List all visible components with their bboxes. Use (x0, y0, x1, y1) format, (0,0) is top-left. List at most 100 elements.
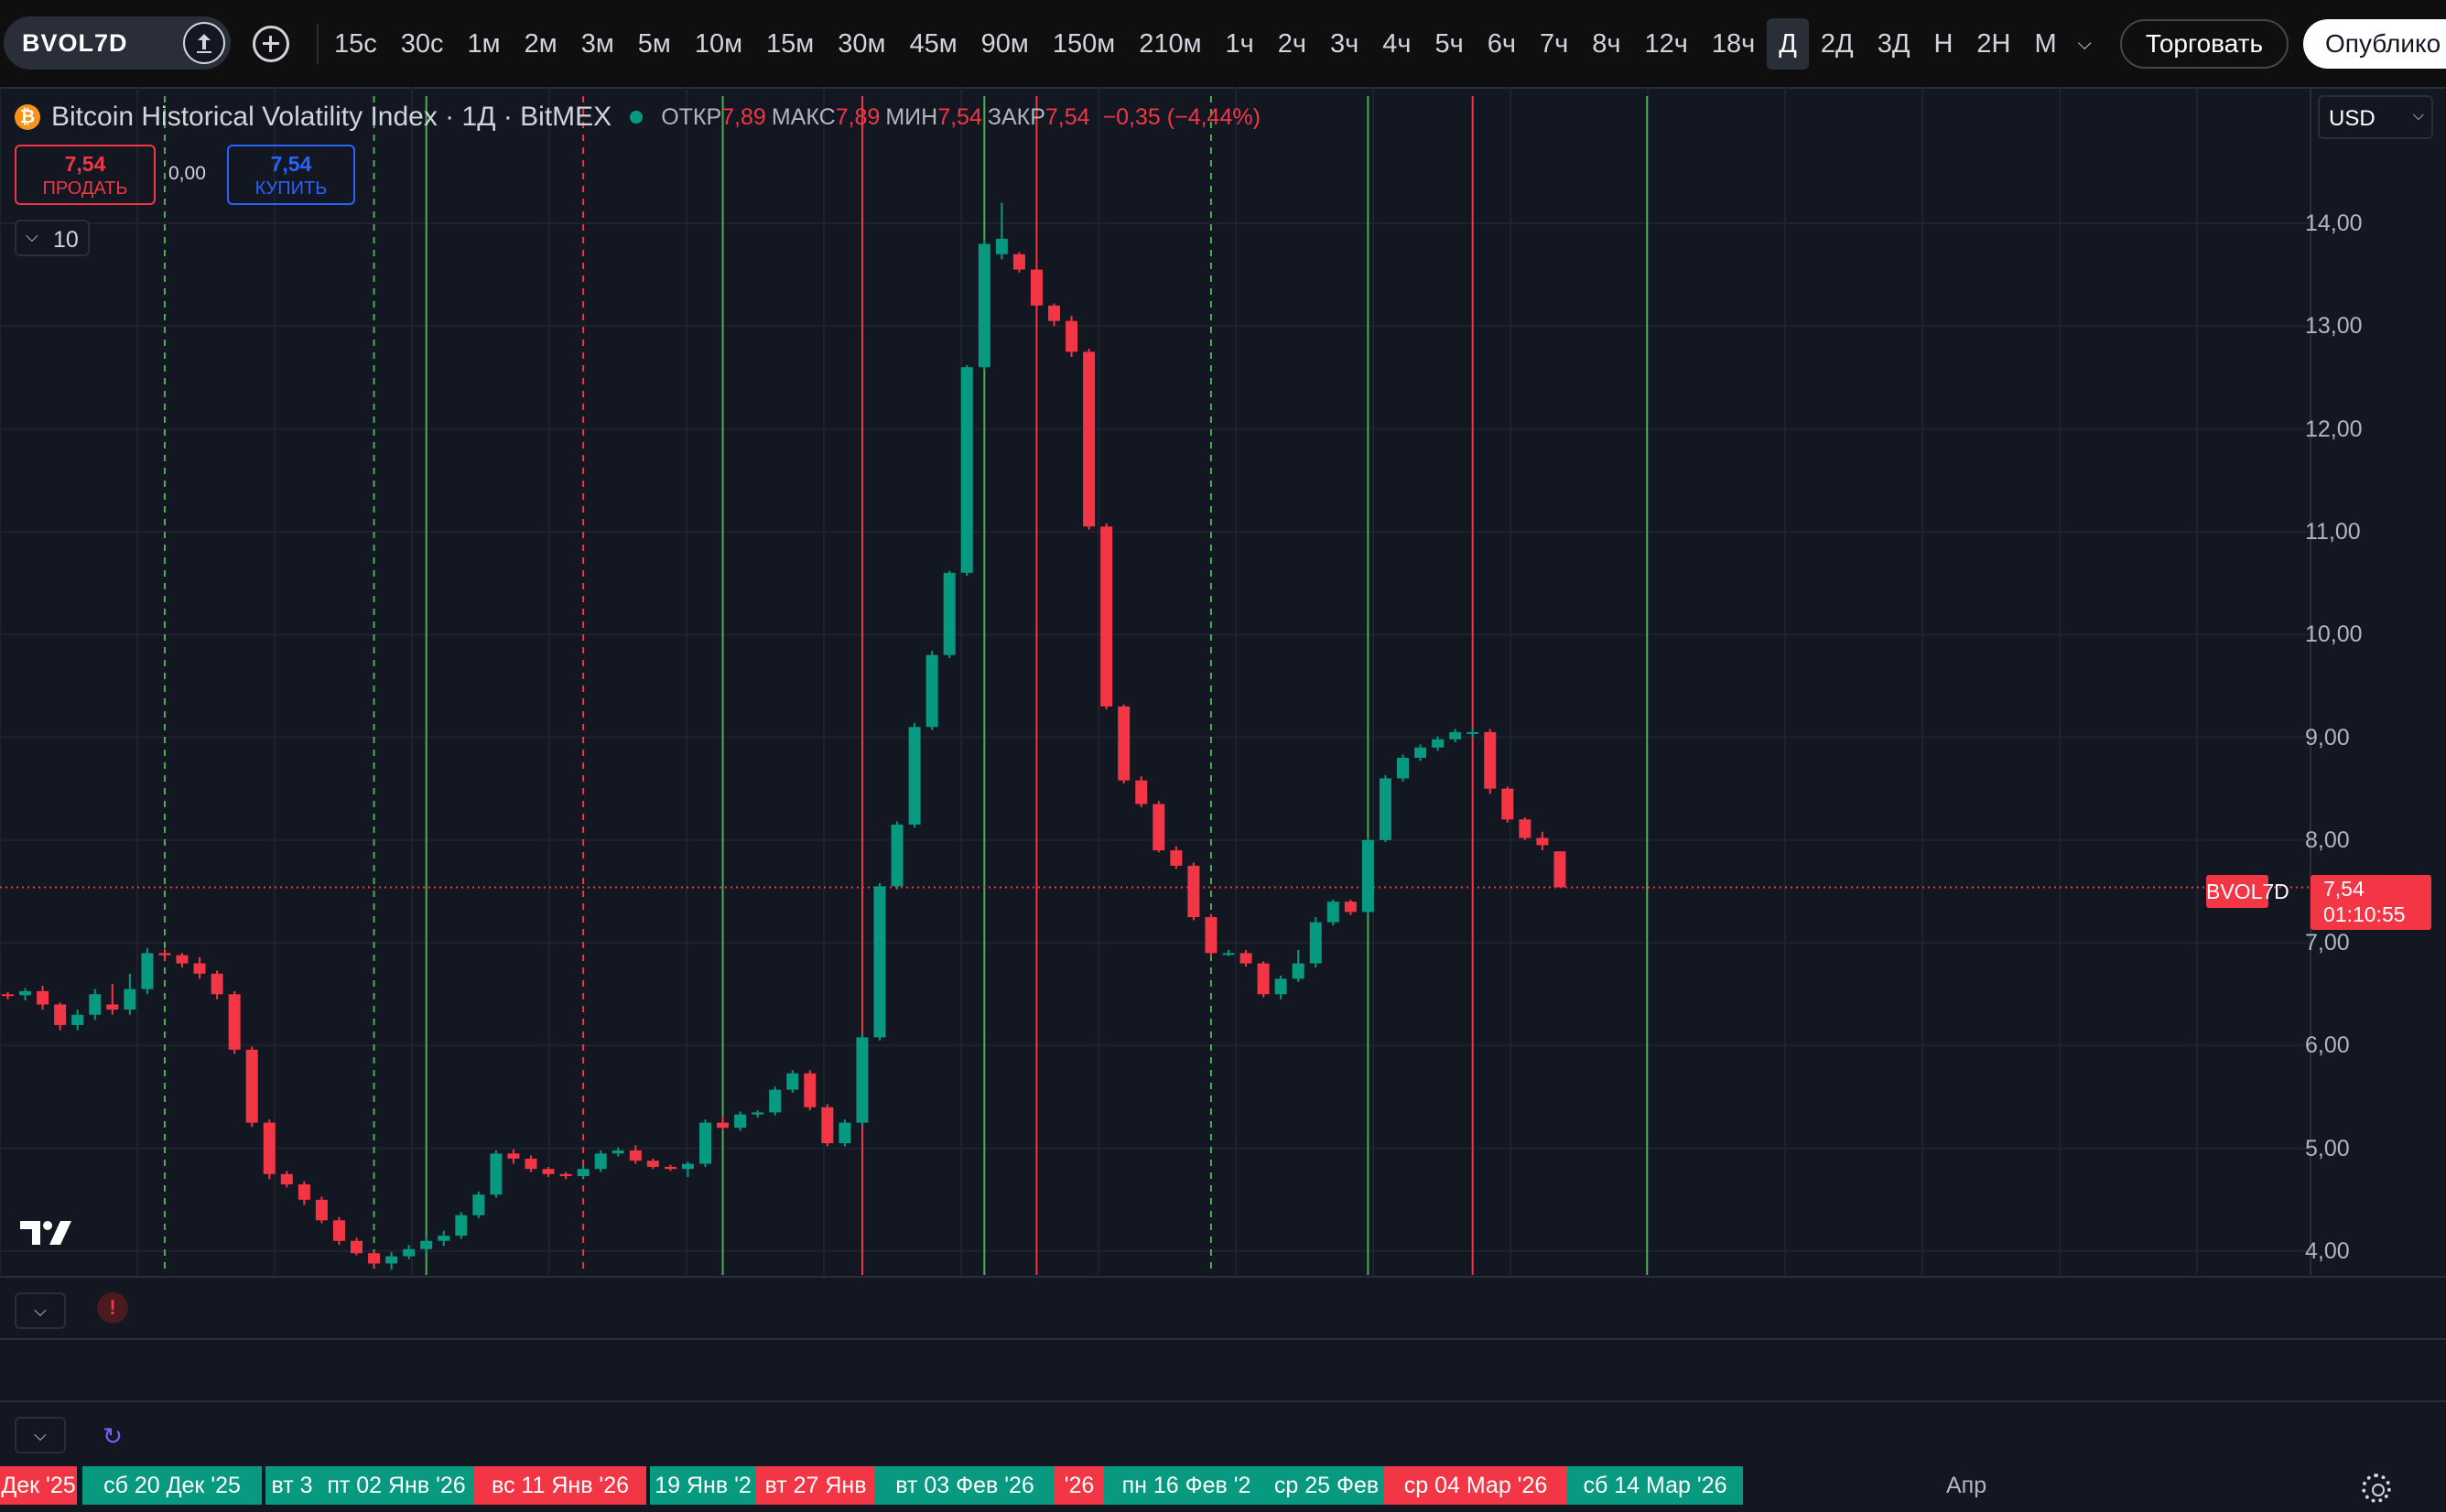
candle-body (542, 1169, 555, 1174)
interval-10[interactable]: 90м (980, 29, 1029, 59)
time-tick-label: сб 20 Дек '25 (82, 1466, 262, 1505)
interval-3[interactable]: 2м (524, 29, 557, 59)
interval-0[interactable]: 15с (334, 29, 377, 59)
close-value: 7,54 (1044, 103, 1090, 130)
gear-icon[interactable] (2362, 1474, 2391, 1503)
pane-divider[interactable] (0, 1400, 2446, 1402)
candle-body (280, 1173, 293, 1185)
legend-title[interactable]: Bitcoin Historical Volatility Index · 1Д… (51, 102, 612, 132)
interval-26[interactable]: Н (1933, 29, 1954, 59)
candle-body (1344, 902, 1357, 913)
vertical-lines (163, 96, 1649, 1275)
time-axis[interactable]: Дек '25 сб 20 Дек '25 вт 3 пт 02 Янв '26 вс … (0, 1466, 2446, 1512)
interval-20[interactable]: 8ч (1592, 29, 1621, 59)
candle-body (1326, 902, 1339, 923)
change-value: −0,35 (−4,44%) (1102, 103, 1261, 130)
candles (2, 202, 1566, 1270)
time-tick-label: вс 11 Янв '26 (474, 1466, 646, 1505)
pane-collapse-button[interactable]: ⌵ (15, 1292, 66, 1329)
interval-6[interactable]: 10м (694, 29, 743, 59)
candle-body (1066, 320, 1078, 352)
interval-15[interactable]: 3ч (1330, 29, 1359, 59)
interval-14[interactable]: 2ч (1277, 29, 1307, 59)
time-tick-label: ср 25 Фев (1269, 1466, 1384, 1505)
sell-button[interactable]: 7,54 ПРОДАТЬ (15, 145, 156, 205)
interval-18[interactable]: 6ч (1487, 29, 1517, 59)
candle-body (1239, 953, 1252, 964)
candle-body (1135, 780, 1148, 805)
interval-4[interactable]: 3м (580, 29, 614, 59)
candle-body (646, 1161, 659, 1167)
interval-13[interactable]: 1ч (1225, 29, 1254, 59)
spread-value: 0,00 (168, 163, 206, 184)
candle-body (263, 1122, 276, 1174)
publish-button[interactable]: Опублико (2303, 19, 2446, 69)
last-price-tag: 7,54 01:10:55 (2311, 875, 2431, 930)
buy-button[interactable]: 7,54 КУПИТЬ (227, 145, 355, 205)
chevron-down-icon: ⌵ (2412, 108, 2424, 124)
add-symbol-button[interactable] (253, 26, 289, 62)
indicators-collapse-button[interactable]: ⌵ 10 (15, 220, 90, 256)
alert-icon[interactable]: ! (97, 1292, 128, 1323)
pane-collapse-button[interactable]: ⌵ (15, 1417, 66, 1453)
trade-button[interactable]: Торговать (2120, 19, 2289, 69)
time-tick-label: вт 27 Янв (756, 1466, 875, 1505)
price-tick-label: 7,00 (2305, 930, 2350, 956)
price-chart[interactable] (0, 87, 2446, 1275)
tradingview-logo[interactable] (20, 1219, 77, 1251)
interval-8[interactable]: 30м (838, 29, 886, 59)
interval-24[interactable]: 2Д (1820, 29, 1854, 59)
candle-body (1292, 963, 1304, 979)
low-label: МИН (885, 103, 938, 130)
sync-icon[interactable]: ↻ (103, 1422, 123, 1450)
compare-symbols-icon[interactable] (183, 22, 225, 64)
candle-body (37, 990, 49, 1005)
time-tick-label: вт 03 Фев '26 (875, 1466, 1055, 1505)
interval-7[interactable]: 15м (766, 29, 815, 59)
price-tick-label: 12,00 (2305, 416, 2363, 442)
interval-1[interactable]: 30с (400, 29, 444, 59)
interval-27[interactable]: 2Н (1976, 29, 2011, 59)
interval-23[interactable]: Д (1767, 18, 1809, 70)
candle-body (821, 1107, 834, 1144)
interval-19[interactable]: 7ч (1540, 29, 1569, 59)
open-label: ОТКР (661, 103, 722, 130)
interval-17[interactable]: 5ч (1434, 29, 1464, 59)
candle-body (193, 963, 206, 974)
candle-body (1170, 850, 1183, 866)
candle-body (786, 1073, 799, 1090)
currency-select[interactable]: USD ⌵ (2318, 95, 2433, 139)
interval-12[interactable]: 210м (1139, 29, 1202, 59)
candle-body (245, 1049, 258, 1123)
symbol-price-tag: BVOL7D (2206, 875, 2289, 908)
candle-body (995, 238, 1008, 254)
time-tick-label: пн 16 Фев '2 (1104, 1466, 1269, 1505)
interval-22[interactable]: 18ч (1711, 29, 1756, 59)
candle-body (1397, 757, 1409, 779)
symbol-search[interactable]: BVOL7D (4, 16, 231, 70)
time-tick-label: Апр (1946, 1473, 1987, 1498)
candle-body (1484, 731, 1497, 789)
interval-5[interactable]: 5м (637, 29, 671, 59)
candle-body (1379, 778, 1391, 840)
candle-body (1361, 839, 1374, 913)
interval-9[interactable]: 45м (909, 29, 958, 59)
candle-body (1257, 963, 1270, 995)
candle-body (752, 1112, 764, 1115)
pane-divider[interactable] (0, 1338, 2446, 1340)
interval-28[interactable]: М (2034, 29, 2057, 59)
interval-21[interactable]: 12ч (1644, 29, 1688, 59)
interval-25[interactable]: 3Д (1877, 29, 1910, 59)
candle-body (664, 1166, 676, 1170)
interval-11[interactable]: 150м (1052, 29, 1116, 59)
interval-list: 15с 30с 1м 2м 3м 5м 10м 15м 30м 45м 90м 150м 210м 1ч 2… (322, 18, 2101, 70)
price-tick-label: 13,00 (2305, 313, 2363, 340)
interval-2[interactable]: 1м (467, 29, 501, 59)
high-value: 7,89 (835, 103, 881, 130)
chevron-down-icon[interactable]: ⌵ (2077, 33, 2092, 54)
candle-body (804, 1073, 817, 1107)
pane-divider[interactable] (0, 1276, 2446, 1278)
candle-body (1030, 269, 1043, 306)
interval-16[interactable]: 4ч (1382, 29, 1412, 59)
candle-body (211, 973, 223, 995)
